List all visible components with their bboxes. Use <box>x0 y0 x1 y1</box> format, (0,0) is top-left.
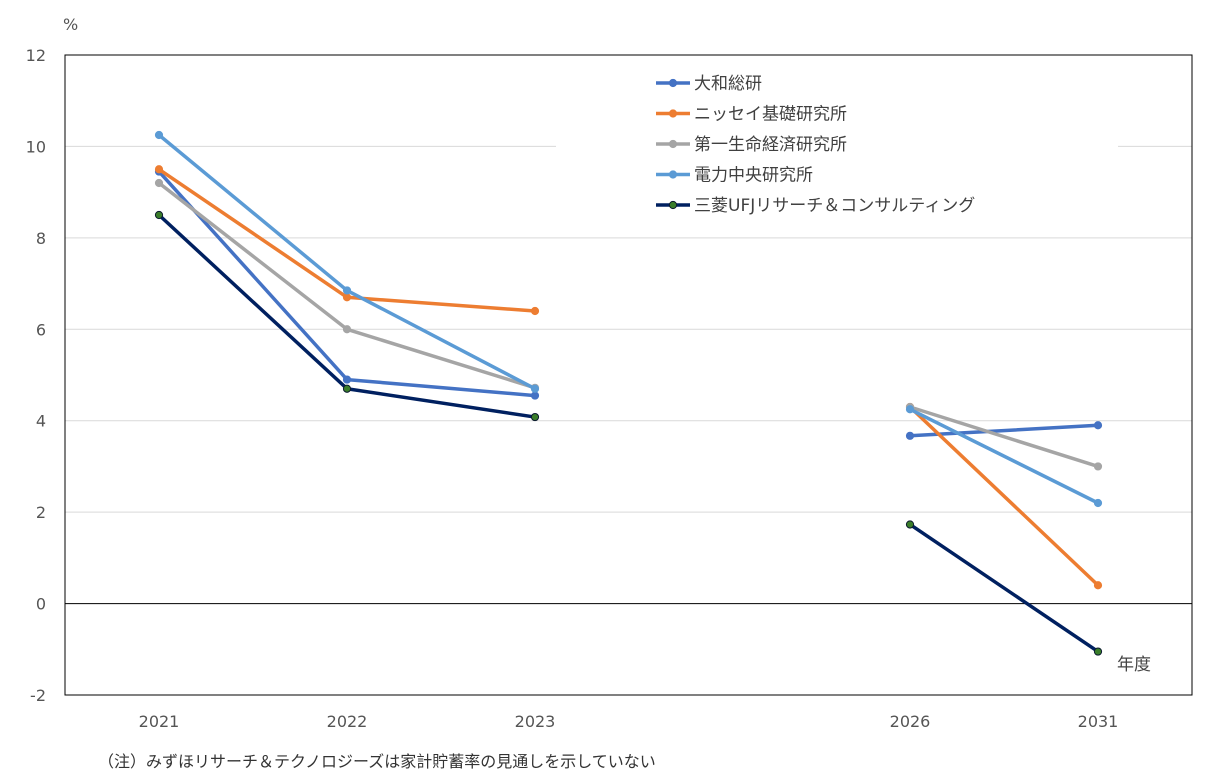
legend-item: ニッセイ基礎研究所 <box>656 105 847 125</box>
data-point <box>1093 421 1103 430</box>
legend-marker <box>668 78 678 88</box>
legend-label: ニッセイ基礎研究所 <box>694 105 847 125</box>
x-tick-label: 2023 <box>515 712 556 731</box>
legend: 大和総研ニッセイ基礎研究所第一生命経済研究所電力中央研究所三菱UFJリサーチ＆コ… <box>656 74 975 216</box>
y-tick-label: 8 <box>36 229 46 248</box>
legend-item: 大和総研 <box>656 74 762 94</box>
x-tick-label: 2021 <box>139 712 180 731</box>
legend-item: 電力中央研究所 <box>656 166 813 186</box>
data-point <box>342 384 352 393</box>
legend-label: 第一生命経済研究所 <box>694 135 847 155</box>
y-unit-label: % <box>63 15 78 34</box>
data-point <box>342 325 352 334</box>
data-point <box>905 405 915 414</box>
y-tick-label: 6 <box>36 320 46 339</box>
data-point <box>530 306 540 316</box>
data-point <box>905 431 915 440</box>
plot-area-frame <box>64 54 1193 696</box>
y-tick-label: 0 <box>36 595 46 614</box>
series-line <box>908 405 1100 469</box>
y-tick-label: 4 <box>36 412 46 431</box>
series-3 <box>154 178 1103 471</box>
legend-label: 三菱UFJリサーチ＆コンサルティング <box>694 196 975 216</box>
series-line <box>908 407 1100 505</box>
legend-label: 電力中央研究所 <box>694 166 813 186</box>
series-5 <box>154 210 1103 656</box>
y-tick-label: -2 <box>30 686 46 705</box>
data-point <box>530 384 540 393</box>
x-tick-label: 2031 <box>1078 712 1119 731</box>
data-point <box>342 293 352 302</box>
x-axis-title: 年度 <box>1117 655 1151 675</box>
data-point <box>154 178 164 188</box>
series-4 <box>154 130 1103 508</box>
y-tick-label: 2 <box>36 503 46 522</box>
data-point <box>905 520 915 529</box>
footnote: （注）みずほリサーチ＆テクノロジーズは家計貯蓄率の見通しを示していない <box>98 752 656 771</box>
series-2 <box>154 165 1103 590</box>
data-point <box>154 165 164 174</box>
data-point <box>1093 647 1103 656</box>
data-point <box>154 130 164 140</box>
series-lines <box>154 130 1103 656</box>
data-point <box>342 375 352 384</box>
series-line <box>157 181 537 390</box>
legend-item: 第一生命経済研究所 <box>656 135 847 155</box>
data-point <box>1093 498 1103 508</box>
series-line <box>157 169 537 398</box>
legend-item: 三菱UFJリサーチ＆コンサルティング <box>656 196 975 216</box>
series-line <box>908 423 1100 438</box>
y-tick-label: 10 <box>26 137 46 156</box>
legend-marker <box>668 109 678 118</box>
legend-marker <box>668 200 678 210</box>
data-point <box>530 412 540 422</box>
y-axis-ticks: -2 0 2 4 6 8 10 12 <box>26 46 46 705</box>
data-point <box>530 391 540 400</box>
legend-marker <box>668 139 678 149</box>
x-tick-label: 2022 <box>327 712 368 731</box>
series-line <box>908 405 1100 588</box>
legend-marker <box>668 170 678 179</box>
y-tick-label: 12 <box>26 46 46 65</box>
legend-background <box>556 62 1118 224</box>
series-line <box>908 522 1100 654</box>
legend-label: 大和総研 <box>694 74 762 94</box>
data-point <box>1093 581 1103 590</box>
data-point <box>1093 462 1103 471</box>
data-point <box>154 210 164 220</box>
x-tick-label: 2026 <box>890 712 931 731</box>
series-line <box>157 133 537 391</box>
data-point <box>342 286 352 295</box>
gridlines <box>65 62 1192 513</box>
x-axis-ticks: 2021 2022 2023 2026 2031 <box>139 712 1119 731</box>
